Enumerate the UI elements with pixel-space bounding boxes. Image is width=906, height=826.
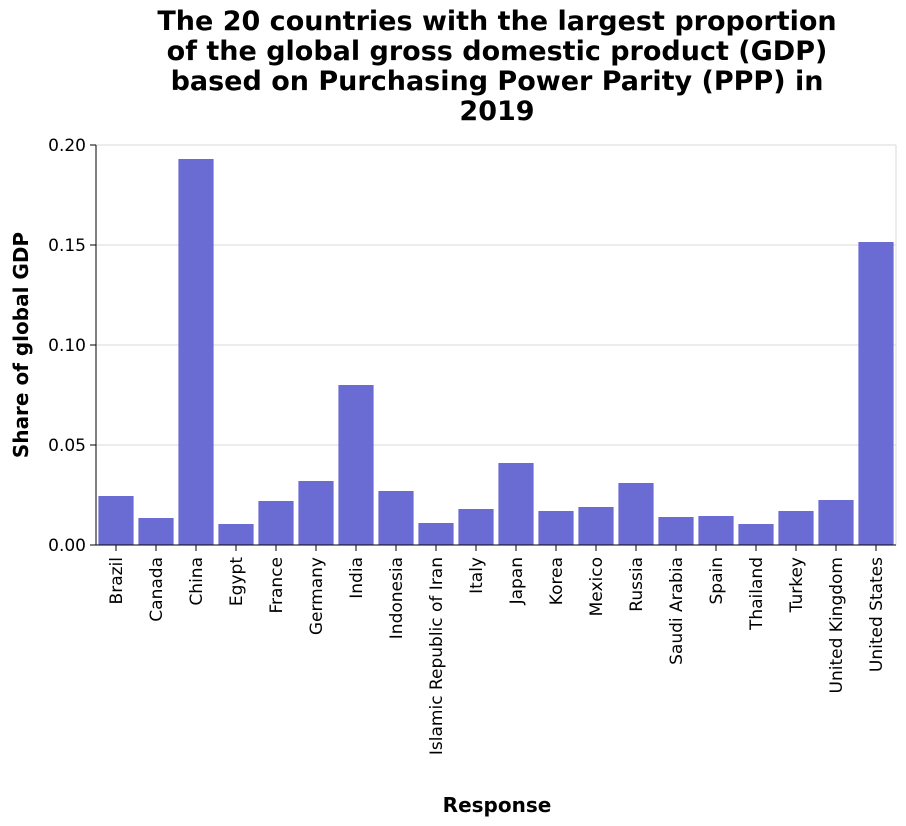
x-tick-label: Turkey [787, 557, 807, 613]
chart-title-line: based on Purchasing Power Parity (PPP) i… [171, 66, 824, 97]
bar [138, 518, 174, 545]
x-tick-label: Indonesia [387, 557, 407, 639]
y-tick-label: 0.05 [48, 436, 86, 456]
x-tick-label: France [267, 557, 287, 614]
bar [738, 524, 774, 545]
y-tick-label: 0.20 [48, 136, 86, 156]
bar [458, 509, 494, 545]
bar [818, 500, 854, 545]
x-tick-label: Italy [467, 557, 487, 594]
bar [778, 511, 814, 545]
x-tick-label: Saudi Arabia [667, 557, 687, 665]
x-tick-label: Russia [627, 557, 647, 612]
x-tick-label: Korea [547, 557, 567, 605]
chart-title-line: of the global gross domestic product (GD… [167, 36, 828, 67]
y-tick-label: 0.00 [48, 536, 86, 556]
bar [218, 524, 254, 545]
x-tick-label: Germany [307, 557, 327, 635]
bar [98, 496, 134, 545]
bar [178, 159, 214, 545]
bar [498, 463, 534, 545]
y-tick-labels: 0.00 0.05 0.10 0.15 0.20 [48, 136, 86, 556]
x-axis-label: Response [443, 793, 552, 817]
x-tick-label: Mexico [587, 557, 607, 616]
x-tick-label: Brazil [107, 557, 127, 604]
chart-title-line: The 20 countries with the largest propor… [157, 6, 836, 37]
x-tick-label: United Kingdom [827, 557, 847, 693]
bar [658, 517, 694, 545]
bar [578, 507, 614, 545]
axes [90, 144, 896, 551]
chart-title-line: 2019 [459, 96, 534, 127]
x-tick-label: Egypt [227, 557, 247, 606]
bar [858, 242, 894, 545]
x-tick-label: China [187, 557, 207, 606]
y-axis-label: Share of global GDP [9, 232, 33, 458]
x-tick-label: United States [867, 557, 887, 672]
gridlines [96, 144, 897, 546]
x-tick-label: India [347, 557, 367, 599]
x-tick-label: Japan [507, 557, 527, 605]
x-tick-label: Islamic Republic of Iran [427, 557, 447, 755]
bar [538, 511, 574, 545]
bar [258, 501, 294, 545]
chart-title: The 20 countries with the largest propor… [157, 6, 836, 127]
x-tick-labels: Brazil Canada China Egypt France Germany India… [107, 557, 887, 755]
y-tick-label: 0.15 [48, 236, 86, 256]
y-tick-label: 0.10 [48, 336, 86, 356]
x-tick-label: Canada [147, 557, 167, 622]
bar [698, 516, 734, 545]
bar [298, 481, 334, 545]
bar [338, 385, 374, 545]
x-tick-label: Thailand [747, 557, 767, 631]
bar [618, 483, 654, 545]
x-tick-label: Spain [707, 557, 727, 605]
bar [418, 523, 454, 545]
bars [98, 159, 894, 545]
bar [378, 491, 414, 545]
